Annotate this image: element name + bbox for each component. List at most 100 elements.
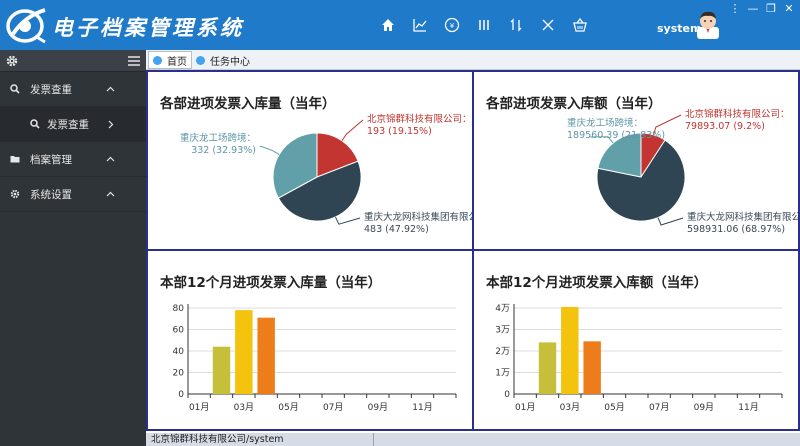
x-tick-label: 05月	[604, 402, 624, 413]
x-tick-label: 11月	[738, 402, 758, 413]
pie-leader-line	[657, 217, 684, 226]
pie-slice	[272, 132, 318, 199]
x-tick-label: 01月	[189, 402, 209, 413]
settings-gear-icon[interactable]	[5, 54, 19, 68]
sidebar-subitem-invoice-dedup[interactable]: 发票查重	[0, 107, 146, 142]
bar	[235, 310, 253, 394]
sidebar-item-archive[interactable]: 档案管理	[0, 142, 146, 177]
y-tick-label: 4万	[495, 304, 510, 314]
home-icon[interactable]	[372, 13, 404, 37]
svg-text:¥: ¥	[450, 22, 455, 30]
y-tick-label: 80	[173, 304, 185, 314]
x-tick-label: 03月	[560, 402, 580, 413]
chevron-up-icon	[106, 86, 115, 92]
sidebar: 发票查重 发票查重 档案管理 系统设置	[0, 50, 146, 446]
minimize-icon[interactable]: —	[747, 1, 759, 15]
sidebar-item-label: 系统设置	[30, 188, 72, 201]
pie-value-label: 483 (47.92%)	[364, 224, 429, 235]
restore-icon[interactable]: ❐	[766, 1, 776, 15]
pie-label: 重庆龙工场跨境：	[180, 132, 256, 144]
bar	[538, 342, 557, 394]
x-tick-label: 05月	[278, 402, 298, 413]
pie-chart-amount: 北京锦群科技有限公司：79893.07 (9.2%) 重庆大龙网科技集团有限公司：…	[567, 108, 800, 235]
menu-toggle-icon[interactable]	[127, 54, 141, 68]
pie-leader-line	[259, 145, 280, 155]
bar	[561, 306, 579, 394]
x-tick-label: 01月	[515, 402, 535, 413]
toolbar: ¥	[372, 13, 596, 37]
x-tick-label: 09月	[694, 402, 714, 413]
pie-value-label: 189560.39 (21.83%)	[567, 130, 665, 141]
sidebar-item-label: 档案管理	[30, 153, 72, 166]
tab-task-center[interactable]: 任务中心	[192, 51, 254, 69]
sidebar-item-settings[interactable]: 系统设置	[0, 177, 146, 212]
window-close-icon[interactable]: ✕	[784, 1, 794, 15]
sidebar-top	[0, 50, 146, 72]
pie-label: 重庆大龙网科技集团有限公司：	[687, 211, 798, 223]
tab-dot-icon	[153, 55, 162, 65]
y-tick-label: 0	[178, 390, 184, 400]
y-tick-label: 20	[173, 369, 185, 379]
panel-monthly-volume: 本部12个月进项发票入库量（当年） 0 20 40 60 80 01月 03月 05月 07月 0…	[146, 249, 474, 431]
tab-home[interactable]: 首页	[148, 51, 192, 69]
panel-title: 本部12个月进项发票入库量（当年）	[160, 275, 382, 291]
close-icon[interactable]	[532, 13, 564, 37]
basket-icon[interactable]	[564, 13, 596, 37]
panel-title: 本部12个月进项发票入库额（当年）	[486, 275, 708, 291]
panel-title: 各部进项发票入库额（当年）	[486, 96, 662, 112]
panel-title: 各部进项发票入库量（当年）	[160, 96, 336, 112]
tab-label: 首页	[167, 56, 187, 68]
avatar[interactable]	[694, 9, 722, 39]
window-controls: ⋮ — ❐ ✕	[726, 0, 798, 16]
line-chart-icon[interactable]	[404, 13, 436, 37]
y-tick-label: 1万	[495, 369, 510, 379]
status-bar: 北京锦群科技有限公司/system	[146, 433, 800, 446]
pie-leader-line	[341, 119, 364, 142]
columns-icon[interactable]	[468, 13, 500, 37]
status-right	[374, 433, 800, 446]
chevron-up-icon	[106, 191, 115, 197]
chevron-up-icon	[106, 156, 115, 162]
logo-icon	[6, 8, 46, 44]
app-title: 电子档案管理系统	[52, 15, 244, 40]
pie-value-label: 598931.06 (68.97%)	[687, 224, 785, 235]
sidebar-item-label: 发票查重	[47, 118, 89, 131]
user-name[interactable]: system	[657, 22, 702, 35]
y-tick-label: 60	[173, 326, 185, 336]
bar	[257, 317, 275, 394]
sidebar-item-label: 发票查重	[30, 83, 72, 96]
x-tick-label: 07月	[649, 402, 669, 413]
pie-label: 重庆大龙网科技集团有限公司：	[364, 211, 472, 223]
search-icon	[10, 84, 20, 94]
x-tick-label: 11月	[412, 402, 432, 413]
gear-icon	[10, 189, 20, 199]
bar-chart-amount: 0 1万 2万 3万 4万 01月 03月 05月 07月 09月 11月	[495, 304, 783, 413]
bar	[212, 346, 231, 394]
pie-label: 重庆龙工场跨境：	[567, 117, 643, 129]
app-header: 电子档案管理系统 ¥ system ⋮ — ❐	[0, 0, 800, 50]
panel-dept-amount: 各部进项发票入库额（当年） 北京锦群科技有限公司： 79893.07 (9.2%)…	[472, 70, 800, 251]
pie-slice	[596, 139, 686, 222]
y-tick-label: 3万	[495, 326, 510, 336]
bar-chart-volume: 0 20 40 60 80 01月 03月 05月 07月 09月 11月	[173, 304, 457, 413]
panel-dept-volume: 各部进项发票入库量（当年） 北京锦群科技有限公司： 193 (19.15%) 重庆大…	[146, 70, 497, 251]
tab-label: 任务中心	[210, 56, 250, 68]
sort-icon[interactable]	[500, 13, 532, 37]
tab-bar: 首页 任务中心	[146, 50, 800, 70]
pie-slice	[597, 132, 642, 178]
pie-chart-volume: 北京锦群科技有限公司：193 (19.15%) 重庆大龙网科技集团有限公司：483…	[180, 113, 497, 235]
panel-monthly-amount: 本部12个月进项发票入库额（当年） 0 1万 2万 3万 4万 01月 03月 05月 07月 0…	[472, 249, 800, 431]
pie-leader-line	[653, 114, 682, 135]
x-tick-label: 09月	[368, 402, 388, 413]
x-tick-label: 03月	[234, 402, 254, 413]
y-tick-label: 40	[173, 347, 185, 357]
chevron-right-icon	[108, 120, 114, 129]
sidebar-item-invoice-dedup[interactable]: 发票查重	[0, 72, 146, 107]
finance-icon[interactable]: ¥	[436, 13, 468, 37]
menu-kebab-icon[interactable]: ⋮	[729, 1, 741, 15]
pie-leader-line	[335, 216, 361, 225]
pie-value-label: 332 (32.93%)	[191, 145, 256, 156]
y-tick-label: 2万	[495, 347, 510, 357]
search-icon	[30, 119, 40, 129]
pie-value-label: 193 (19.15%)	[367, 126, 432, 137]
